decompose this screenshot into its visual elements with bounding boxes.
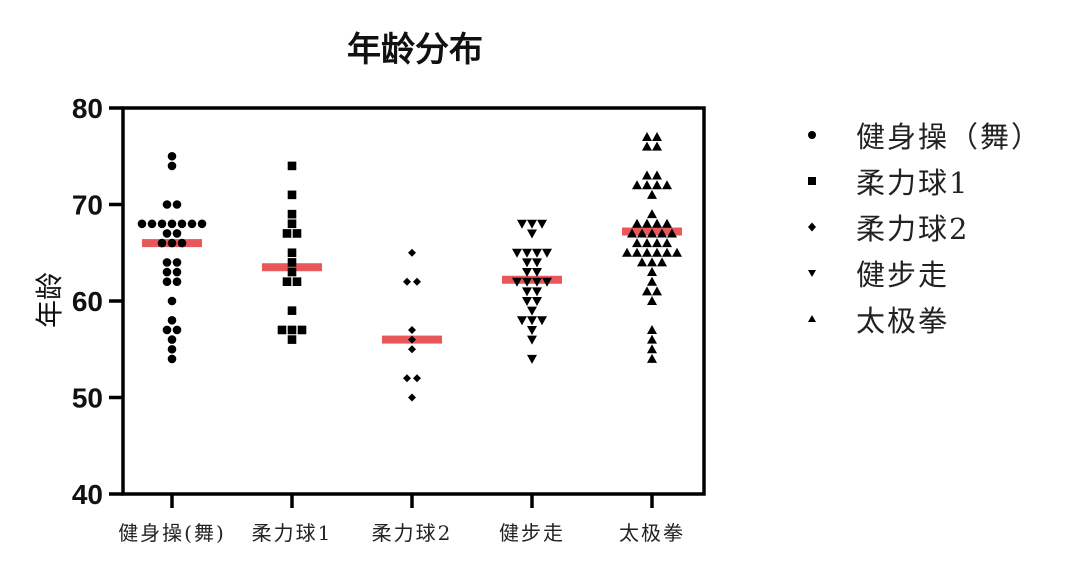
- legend-label: 太极拳: [856, 304, 950, 338]
- legend-label: 柔力球2: [856, 212, 970, 246]
- plot-frame: [121, 106, 706, 496]
- x-tick-label: 太极拳: [619, 521, 685, 545]
- x-tick-label: 柔力球2: [372, 521, 453, 545]
- legend-item: 柔力球2: [800, 204, 1042, 250]
- square-marker-icon: [800, 171, 836, 191]
- circle-marker-icon: [800, 125, 836, 145]
- series-circle: [137, 151, 207, 364]
- legend-item: 健身操（舞）: [800, 112, 1042, 158]
- series-triangle-down: [502, 219, 562, 364]
- y-tick-label: 70: [72, 190, 103, 221]
- legend-label: 柔力球1: [856, 166, 970, 200]
- legend: 健身操（舞） 柔力球1 柔力球2 健步走 太极拳: [800, 112, 1042, 342]
- legend-item: 柔力球1: [800, 158, 1042, 204]
- y-tick-label: 40: [72, 479, 103, 510]
- mean-line: [262, 263, 322, 272]
- legend-label: 健身操（舞）: [856, 120, 1043, 154]
- x-tick-label: 柔力球1: [252, 521, 333, 545]
- series-square: [262, 161, 322, 344]
- triangle-up-marker-icon: [800, 309, 836, 329]
- y-tick-label: 50: [72, 383, 103, 414]
- chart-title: 年龄分布: [347, 30, 483, 70]
- x-tick-label: 健身操(舞): [118, 521, 226, 545]
- diamond-marker-icon: [800, 217, 836, 237]
- y-tick-label: 80: [72, 93, 103, 124]
- legend-item: 太极拳: [800, 296, 1042, 342]
- y-tick-label: 60: [72, 286, 103, 317]
- series-diamond: [382, 248, 442, 402]
- x-tick-label: 健步走: [499, 521, 565, 545]
- triangle-down-marker-icon: [800, 263, 836, 283]
- mean-line: [502, 275, 562, 284]
- legend-label: 健步走: [856, 258, 950, 292]
- series-triangle-up: [622, 131, 682, 363]
- legend-item: 健步走: [800, 250, 1042, 296]
